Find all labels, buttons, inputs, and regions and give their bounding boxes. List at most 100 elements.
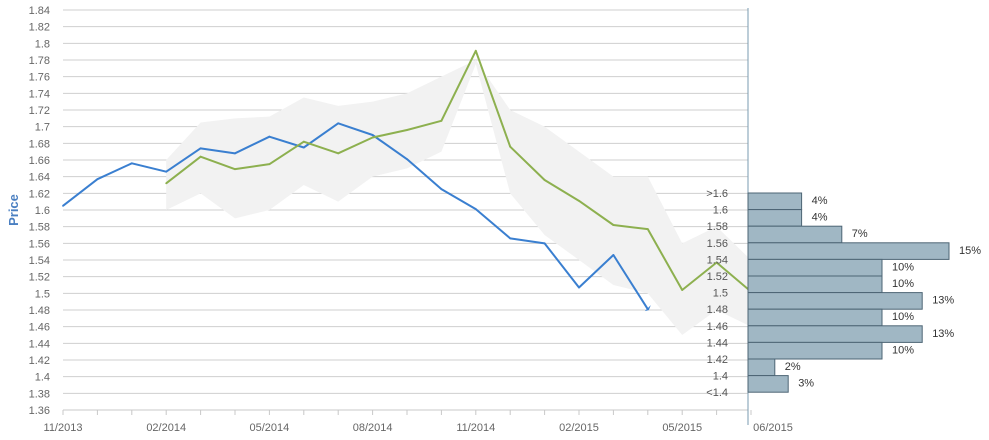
series-point — [543, 242, 546, 245]
y-tick-label: 1.7 — [35, 122, 50, 134]
y-axis-label: Price — [6, 194, 21, 226]
distribution-bin-label: <1.4 — [706, 387, 728, 399]
price-distribution: >1.6 4% 1.6 4% 1.58 7% 1.56 15% 1.54 10% 1.52 10% 1.… — [706, 188, 981, 399]
distribution-pct-label: 7% — [852, 228, 868, 240]
y-tick-label: 1.6 — [35, 205, 50, 217]
distribution-bin-label: 1.46 — [707, 321, 728, 333]
distribution-bin-label: 1.5 — [713, 288, 728, 300]
x-tick-label: 05/2015 — [662, 422, 702, 434]
distribution-bar — [747, 358, 776, 377]
series-points — [62, 49, 752, 312]
y-tick-label: 1.52 — [29, 272, 50, 284]
series-point — [268, 135, 271, 138]
distribution-pct-label: 3% — [798, 378, 814, 390]
series-point — [268, 163, 271, 166]
series-point — [646, 228, 649, 231]
distribution-bin-label: 1.48 — [707, 304, 728, 316]
series-point — [578, 199, 580, 202]
y-tick-label: 1.72 — [29, 105, 50, 117]
y-tick-label: 1.42 — [29, 355, 50, 367]
x-tick-label: 11/2014 — [456, 422, 495, 434]
distribution-bin-label: 1.54 — [707, 254, 728, 266]
distribution-pct-label: 10% — [892, 278, 914, 290]
y-tick-label: 1.5 — [35, 288, 50, 300]
series-point — [234, 152, 236, 155]
series-point — [509, 145, 512, 148]
series-point — [199, 155, 202, 158]
series-point — [509, 237, 512, 240]
distribution-pct-label: 10% — [892, 311, 914, 323]
distribution-bar — [747, 308, 883, 327]
distribution-bar — [747, 258, 883, 277]
y-tick-label: 1.84 — [29, 5, 50, 17]
distribution-bar — [747, 209, 803, 227]
distribution-bar — [747, 275, 883, 294]
series-point — [371, 136, 374, 139]
band-area — [166, 60, 751, 335]
y-tick-label: 1.36 — [29, 405, 50, 417]
distribution-pct-label: 2% — [785, 361, 801, 373]
y-tick-label: 1.58 — [29, 222, 50, 234]
series-point — [406, 158, 408, 161]
distribution-pct-label: 13% — [932, 328, 954, 340]
series-point — [165, 170, 168, 173]
x-tick-label: 06/2015 — [753, 422, 793, 434]
price-series — [62, 49, 752, 310]
series-point — [130, 162, 133, 165]
y-tick-label: 1.62 — [29, 188, 50, 200]
y-tick-label: 1.74 — [29, 88, 50, 100]
y-tick-label: 1.56 — [29, 238, 50, 250]
series-point — [302, 146, 305, 149]
y-tick-label: 1.66 — [29, 155, 50, 167]
series-point — [543, 179, 546, 181]
forecast-band — [166, 60, 751, 335]
distribution-bin-label: 1.4 — [713, 371, 728, 383]
series-point — [474, 208, 477, 211]
distribution-pct-label: 10% — [892, 261, 914, 273]
x-tick-label: 02/2015 — [559, 422, 599, 434]
y-tick-label: 1.38 — [29, 388, 50, 400]
distribution-bar — [747, 375, 789, 393]
distribution-bar — [747, 225, 843, 244]
series-line-1 — [62, 122, 649, 310]
y-tick-label: 1.64 — [29, 172, 50, 184]
distribution-bar — [747, 242, 950, 260]
distribution-bin-label: 1.58 — [707, 221, 728, 233]
series-point — [96, 178, 99, 181]
distribution-bar — [747, 292, 923, 310]
distribution-pct-label: 13% — [932, 295, 954, 307]
series-point — [612, 224, 615, 226]
y-tick-label: 1.48 — [29, 305, 50, 317]
distribution-pct-label: 15% — [959, 245, 981, 257]
y-tick-label: 1.54 — [29, 255, 50, 267]
distribution-pct-label: 4% — [812, 212, 828, 224]
distribution-bar — [747, 192, 803, 211]
x-tick-label: 02/2014 — [146, 422, 186, 434]
distribution-bin-label: 1.6 — [713, 205, 728, 217]
series-point — [199, 147, 202, 150]
series-point — [440, 188, 443, 191]
series-point — [371, 134, 374, 136]
y-tick-label: 1.78 — [29, 55, 50, 67]
series-point — [302, 140, 305, 143]
series-point — [234, 168, 236, 171]
distribution-bin-label: >1.6 — [706, 188, 728, 200]
distribution-bin-label: 1.44 — [707, 337, 728, 349]
series-point — [474, 49, 477, 52]
series-point — [440, 119, 443, 122]
series-point — [165, 182, 168, 185]
y-tick-label: 1.46 — [29, 322, 50, 334]
distribution-bin-label: 1.42 — [707, 354, 728, 366]
series-point — [612, 254, 615, 256]
y-tick-label: 1.44 — [29, 338, 50, 350]
distribution-pct-label: 10% — [892, 344, 914, 356]
distribution-bar — [747, 325, 923, 343]
series-point — [681, 289, 684, 291]
y-tick-label: 1.8 — [35, 38, 50, 50]
distribution-bin-label: 1.52 — [707, 271, 728, 283]
y-tick-label: 1.4 — [35, 372, 50, 384]
series-point — [62, 204, 64, 207]
series-line-2 — [165, 49, 752, 293]
axes: 1.36 1.38 1.4 1.42 1.44 1.46 1.48 1.5 1.52 1.54 1.… — [29, 5, 793, 434]
